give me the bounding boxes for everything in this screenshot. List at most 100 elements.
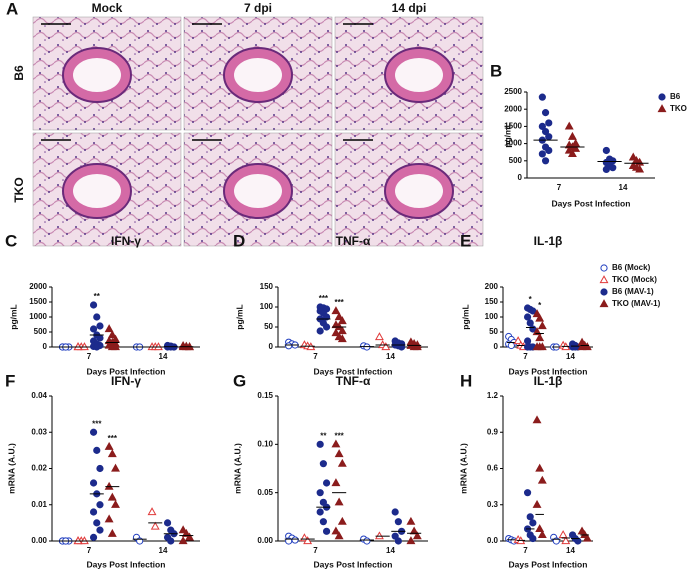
x-axis-label: Days Post Infection — [87, 366, 166, 376]
chart-title: TNF-α — [336, 374, 371, 388]
data-point — [571, 343, 579, 351]
data-point — [574, 537, 582, 545]
data-point — [381, 342, 391, 351]
row-header: TKO — [12, 177, 26, 202]
data-point — [104, 324, 114, 333]
data-point — [374, 332, 384, 341]
y-tick-label: 0 — [494, 342, 499, 351]
data-point — [602, 146, 610, 155]
data-point — [111, 463, 120, 472]
data-point — [89, 533, 98, 541]
data-point — [89, 508, 98, 516]
y-tick-label: 0.01 — [31, 500, 47, 509]
data-point — [545, 119, 553, 127]
data-point — [567, 149, 577, 158]
y-tick-label: 0.02 — [31, 464, 47, 473]
data-point — [337, 334, 347, 343]
y-tick-label: 150 — [485, 297, 499, 306]
y-tick-label: 0.05 — [257, 488, 273, 497]
data-point — [538, 93, 546, 101]
x-tick-label: 14 — [386, 352, 395, 361]
data-point — [529, 534, 537, 543]
y-tick-label: 2000 — [29, 282, 47, 291]
legend-label: TKO (Mock) — [612, 275, 657, 284]
data-point — [181, 528, 191, 537]
panel-letter: F — [5, 371, 15, 390]
x-tick-label: 7 — [87, 352, 92, 361]
y-tick-label: 0 — [269, 342, 274, 351]
data-point — [541, 127, 550, 136]
data-point — [334, 312, 344, 321]
y-tick-label: 0.00 — [257, 536, 273, 545]
y-tick-label: 0.3 — [487, 500, 499, 509]
data-point — [564, 121, 574, 130]
data-point — [582, 533, 592, 542]
airway-lumen — [73, 58, 121, 92]
data-point — [331, 478, 341, 487]
x-tick-label: 14 — [566, 546, 575, 555]
data-point — [111, 499, 120, 508]
y-tick-label: 0.00 — [31, 536, 47, 545]
data-point — [153, 342, 163, 351]
x-tick-label: 7 — [557, 183, 562, 192]
data-point — [107, 330, 117, 339]
airway-lumen — [395, 174, 443, 208]
data-point — [523, 313, 532, 321]
data-point — [363, 537, 371, 545]
data-point — [609, 164, 617, 172]
data-point — [163, 519, 172, 527]
panel-letter: E — [460, 231, 471, 250]
legend-label: TKO — [670, 104, 687, 113]
y-axis-label: pg/mL — [234, 304, 244, 330]
data-point — [93, 313, 101, 321]
data-point — [331, 306, 341, 315]
y-axis-label: pg/mL — [502, 122, 512, 148]
data-point — [541, 109, 550, 117]
data-point — [178, 536, 188, 545]
legend-label: B6 (Mock) — [612, 263, 651, 272]
legend-marker — [657, 104, 667, 113]
y-tick-label: 500 — [509, 156, 523, 165]
data-point — [526, 513, 534, 521]
data-point — [89, 479, 98, 487]
y-tick-label: 0.15 — [257, 391, 273, 400]
data-point — [391, 532, 399, 540]
x-axis-label: Days Post Infection — [87, 559, 166, 569]
data-point — [561, 536, 571, 545]
data-point — [334, 531, 344, 540]
data-point — [535, 463, 545, 472]
data-point — [532, 415, 542, 424]
y-axis-label: mRNA (A.U.) — [6, 443, 16, 494]
data-point — [537, 321, 547, 330]
x-axis-label: Days Post Infection — [314, 366, 393, 376]
y-tick-label: 0.0 — [487, 536, 499, 545]
airway-lumen — [234, 174, 282, 208]
data-point — [535, 342, 545, 351]
data-point — [545, 146, 553, 155]
y-tick-label: 100 — [260, 302, 274, 311]
x-tick-label: 14 — [159, 352, 168, 361]
x-tick-label: 7 — [523, 352, 528, 361]
data-point — [96, 526, 104, 534]
panel-letter: B — [490, 61, 502, 80]
data-point — [523, 489, 532, 497]
panel-letter: C — [5, 231, 17, 250]
legend-marker — [599, 275, 609, 284]
data-point — [93, 519, 101, 527]
airway-lumen — [73, 174, 121, 208]
x-tick-label: 7 — [523, 546, 528, 555]
data-point — [167, 537, 175, 545]
data-point — [535, 524, 545, 533]
y-tick-label: 50 — [489, 327, 498, 336]
chart-title: TNF-α — [336, 234, 371, 248]
data-point — [334, 322, 344, 331]
data-point — [526, 319, 534, 327]
data-point — [538, 122, 546, 131]
y-tick-label: 0 — [43, 342, 48, 351]
data-point — [582, 342, 592, 351]
data-point — [104, 441, 114, 450]
data-point — [635, 164, 645, 173]
chart-title: IL-1β — [534, 234, 563, 248]
data-point — [185, 532, 194, 541]
